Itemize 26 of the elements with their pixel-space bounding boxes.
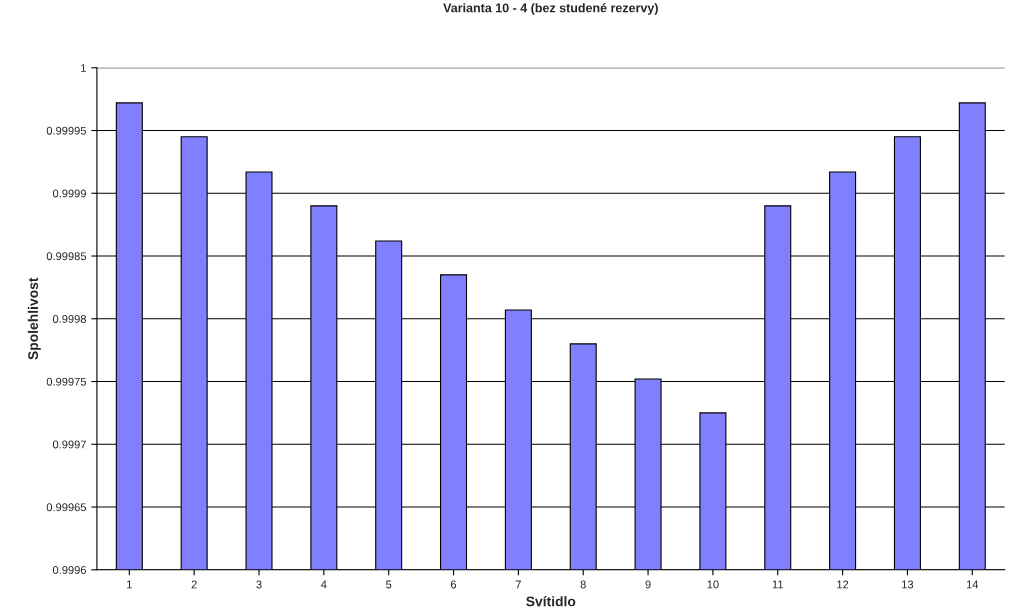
x-axis-title: Svítidlo xyxy=(526,596,576,607)
y-tick-label: 1 xyxy=(81,64,86,72)
y-tick-label: 0.9998 xyxy=(52,315,86,323)
x-tick-label: 8 xyxy=(580,580,586,589)
x-tick-label: 4 xyxy=(321,580,327,589)
x-tick-label: 7 xyxy=(515,580,521,589)
x-tick-label: 14 xyxy=(966,580,979,589)
y-tick-label: 0.99995 xyxy=(46,126,87,135)
x-tick-label: 3 xyxy=(256,580,262,589)
x-tick-label: 11 xyxy=(772,580,783,589)
y-tick-label: 0.9997 xyxy=(52,440,86,449)
y-tick-label: 0.9996 xyxy=(52,566,86,574)
x-tick-label: 1 xyxy=(127,580,132,589)
x-tick-label: 2 xyxy=(191,580,197,589)
y-tick-label: 0.99965 xyxy=(46,503,87,512)
x-tick-label: 9 xyxy=(645,580,651,589)
y-tick-label: 0.99985 xyxy=(46,252,87,261)
x-tick-label: 10 xyxy=(707,580,719,589)
x-tick-label: 13 xyxy=(902,580,914,589)
x-tick-label: 5 xyxy=(386,580,392,589)
x-tick-label: 6 xyxy=(451,580,457,589)
y-tick-label: 0.99975 xyxy=(46,377,87,386)
y-axis-title: Spolehlivost xyxy=(27,277,41,360)
x-tick-label: 12 xyxy=(837,580,849,589)
chart-title: Varianta 10 - 4 (bez studené rezervy) xyxy=(443,3,658,15)
y-tick-label: 0.9999 xyxy=(52,189,86,198)
